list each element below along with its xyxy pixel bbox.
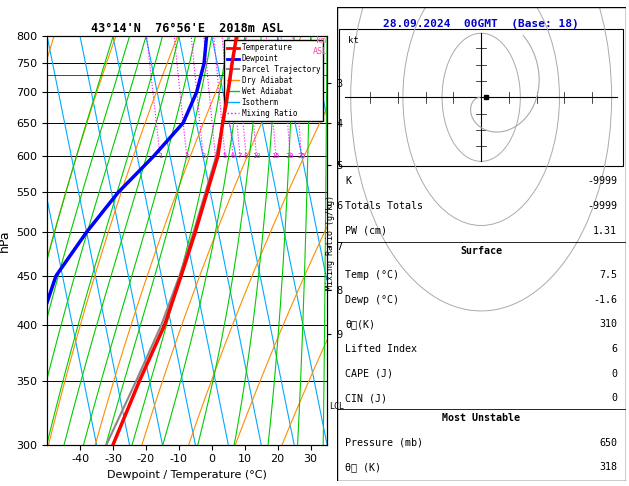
Text: Temp (°C): Temp (°C) <box>345 270 399 280</box>
Text: θᴇ(K): θᴇ(K) <box>345 319 375 330</box>
Text: 1.31: 1.31 <box>593 226 617 236</box>
Text: 1: 1 <box>158 153 162 159</box>
Text: 8: 8 <box>244 153 248 159</box>
Text: km
ASL: km ASL <box>313 36 328 56</box>
Text: 0: 0 <box>611 393 617 403</box>
Text: 6: 6 <box>611 344 617 354</box>
Text: θᴇ (K): θᴇ (K) <box>345 463 381 472</box>
Title: 43°14'N  76°56'E  2018m ASL: 43°14'N 76°56'E 2018m ASL <box>91 22 283 35</box>
Bar <box>340 29 623 166</box>
Legend: Temperature, Dewpoint, Parcel Trajectory, Dry Adiabat, Wet Adiabat, Isotherm, Mi: Temperature, Dewpoint, Parcel Trajectory… <box>224 40 323 121</box>
Text: 650: 650 <box>599 438 617 448</box>
Text: 2: 2 <box>184 153 189 159</box>
Text: K: K <box>345 176 351 187</box>
Text: 6: 6 <box>231 153 235 159</box>
Text: 318: 318 <box>599 463 617 472</box>
Text: PW (cm): PW (cm) <box>345 226 387 236</box>
Text: Mixing Ratio (g/kg): Mixing Ratio (g/kg) <box>326 195 335 291</box>
Text: 0: 0 <box>611 369 617 379</box>
Text: Surface: Surface <box>460 245 502 256</box>
Text: 310: 310 <box>599 319 617 330</box>
Y-axis label: hPa: hPa <box>0 229 11 252</box>
Text: 28.09.2024  00GMT  (Base: 18): 28.09.2024 00GMT (Base: 18) <box>383 19 579 29</box>
Text: Dewp (°C): Dewp (°C) <box>345 295 399 305</box>
Text: LCL: LCL <box>330 402 345 411</box>
Text: 4: 4 <box>213 153 218 159</box>
Text: kt: kt <box>348 36 359 45</box>
Text: Pressure (mb): Pressure (mb) <box>345 438 423 448</box>
Text: 25: 25 <box>297 153 306 159</box>
Text: Totals Totals: Totals Totals <box>345 201 423 211</box>
Text: CAPE (J): CAPE (J) <box>345 369 393 379</box>
Text: -9999: -9999 <box>587 176 617 187</box>
X-axis label: Dewpoint / Temperature (°C): Dewpoint / Temperature (°C) <box>107 470 267 480</box>
Text: 7: 7 <box>238 153 242 159</box>
Text: CIN (J): CIN (J) <box>345 393 387 403</box>
Text: -9999: -9999 <box>587 201 617 211</box>
Text: 15: 15 <box>272 153 280 159</box>
Text: 7.5: 7.5 <box>599 270 617 280</box>
Text: 3: 3 <box>201 153 205 159</box>
Text: Lifted Index: Lifted Index <box>345 344 417 354</box>
Text: -1.6: -1.6 <box>593 295 617 305</box>
Text: 5: 5 <box>223 153 227 159</box>
Text: 10: 10 <box>252 153 260 159</box>
Text: Most Unstable: Most Unstable <box>442 413 520 423</box>
Text: 20: 20 <box>286 153 294 159</box>
